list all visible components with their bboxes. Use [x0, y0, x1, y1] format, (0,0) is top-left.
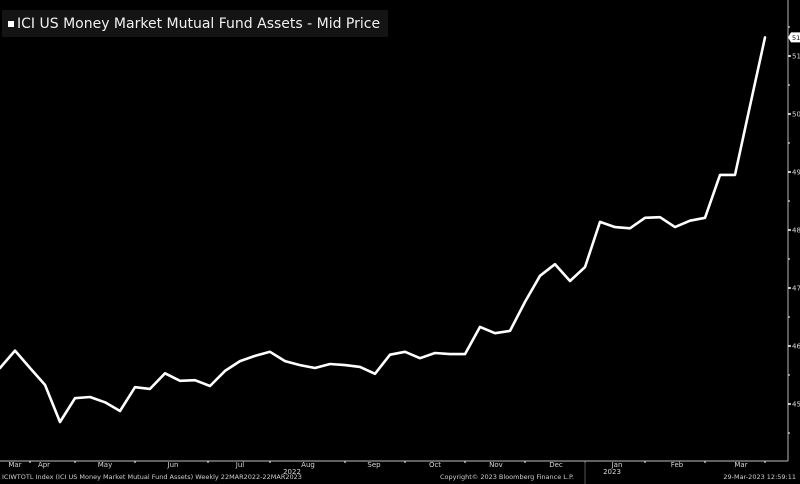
y-tick-label: 4900 [792, 169, 800, 177]
y-tick-label: 5000 [792, 111, 800, 119]
plot-area [0, 36, 767, 424]
y-tick-label: 4800 [792, 227, 800, 235]
legend-marker-icon [8, 20, 14, 27]
chart-title-box: ICI US Money Market Mutual Fund Assets -… [2, 10, 389, 37]
x-tick-label: Sep [367, 461, 381, 469]
chart-title: ICI US Money Market Mutual Fund Assets -… [17, 15, 381, 32]
x-axis: Mar Apr May Jun Jul Aug Sep Oct Nov Dec Jan Feb Mar 2… [0, 460, 788, 484]
x-tick-label: Dec [549, 461, 563, 469]
data-line [0, 36, 767, 424]
y-tick-label: 4700 [792, 285, 800, 293]
x-tick-label: Jun [167, 461, 179, 469]
last-value-tag: 5132.1 [788, 32, 800, 43]
x-tick-label: Oct [429, 461, 441, 469]
x-tick-label: Mar [734, 461, 747, 469]
x-tick-label: May [98, 461, 112, 469]
x-tick-label: Mar [8, 461, 21, 469]
y-tick-label: 4600 [792, 343, 800, 351]
footer-source: ICIWTOTL Index (ICI US Money Market Mutu… [2, 473, 302, 481]
x-tick-label: Jul [235, 461, 245, 469]
footer-timestamp: 29-Mar-2023 12:59:11 [723, 473, 796, 481]
footer: ICIWTOTL Index (ICI US Money Market Mutu… [2, 473, 798, 484]
footer-copyright: Copyright© 2023 Bloomberg Finance L.P. [440, 473, 574, 481]
y-tick-label: 4500 [792, 401, 800, 409]
x-year-label: 2023 [603, 468, 621, 476]
x-tick-label: Feb [671, 461, 684, 469]
x-tick-label: Nov [489, 461, 503, 469]
y-tick-label: 5100 [792, 53, 800, 61]
x-tick-label: Aug [301, 461, 315, 469]
x-tick-label: Apr [38, 461, 50, 469]
x-tick-label: Jan [611, 461, 623, 469]
y-axis: 4500 4600 4700 4800 4900 5000 5100 5132.1 [787, 0, 800, 461]
last-value-badge [788, 32, 800, 43]
last-value-label: 5132.1 [792, 34, 800, 42]
x-year-label: 2022 [283, 468, 301, 476]
